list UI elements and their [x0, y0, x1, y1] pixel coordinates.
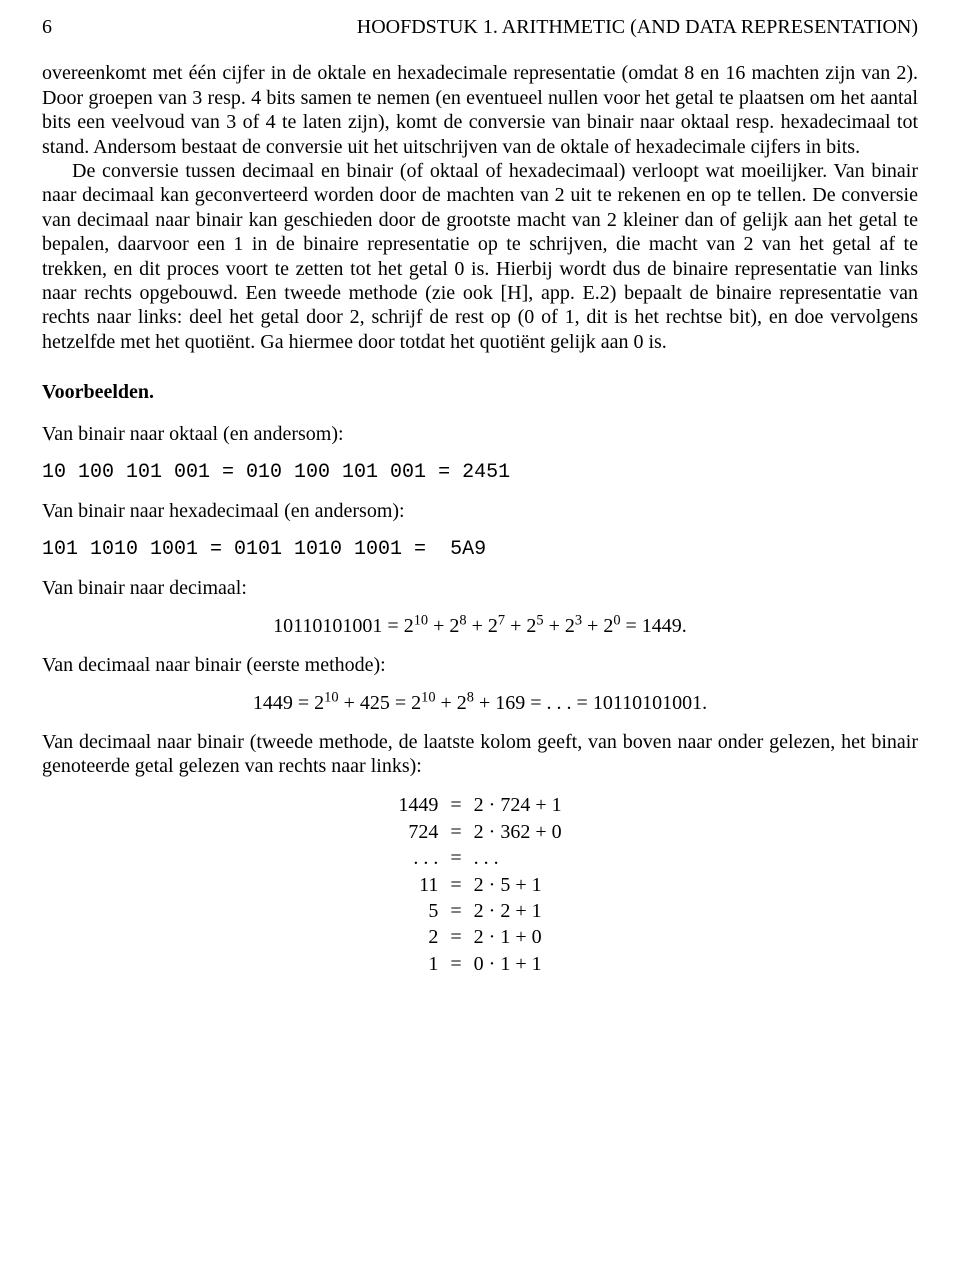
table-row: 11=2 · 5 + 1 — [392, 872, 567, 898]
eqn-lhs: 724 — [392, 819, 444, 845]
label-dec-bin2: Van decimaal naar binair (tweede methode… — [42, 730, 918, 779]
table-row: 2=2 · 1 + 0 — [392, 924, 567, 950]
math-text: + 425 = 2 — [344, 692, 422, 714]
paragraph-2: De conversie tussen decimaal en binair (… — [42, 159, 918, 354]
exp: 10 — [324, 690, 338, 706]
exp: 3 — [575, 613, 582, 629]
equation-table: 1449=2 · 724 + 1 724=2 · 362 + 0 . . .=.… — [392, 792, 567, 977]
eqn-rhs: . . . — [468, 845, 568, 871]
eqn-lhs: 2 — [392, 924, 444, 950]
eqn-lhs: 5 — [392, 898, 444, 924]
math-bin-dec: 10110101001 = 210 + 28 + 27 + 25 + 23 + … — [42, 614, 918, 638]
eqn-eq: = — [444, 872, 467, 898]
eqn-rhs: 2 · 1 + 0 — [468, 924, 568, 950]
exp: 8 — [459, 613, 466, 629]
exp: 0 — [613, 613, 620, 629]
exp: 8 — [467, 690, 474, 706]
section-voorbeelden: Voorbeelden. — [42, 380, 918, 404]
table-row: 1=0 · 1 + 1 — [392, 951, 567, 977]
eqn-rhs: 2 · 5 + 1 — [468, 872, 568, 898]
page-header: 6 HOOFDSTUK 1. ARITHMETIC (AND DATA REPR… — [42, 15, 918, 39]
table-row: . . .=. . . — [392, 845, 567, 871]
math-text: + 2 — [433, 615, 459, 637]
table-row: 724=2 · 362 + 0 — [392, 819, 567, 845]
eqn-eq: = — [444, 792, 467, 818]
code-bin-oct: 10 100 101 001 = 010 100 101 001 = 2451 — [42, 461, 918, 485]
math-text: 10110101001 = 2 — [273, 615, 414, 637]
exp: 5 — [536, 613, 543, 629]
table-row: 5=2 · 2 + 1 — [392, 898, 567, 924]
eqn-rhs: 0 · 1 + 1 — [468, 951, 568, 977]
eqn-rhs: 2 · 2 + 1 — [468, 898, 568, 924]
exp: 10 — [414, 613, 428, 629]
eqn-rhs: 2 · 724 + 1 — [468, 792, 568, 818]
math-text: + 2 — [587, 615, 613, 637]
math-dec-bin1: 1449 = 210 + 425 = 210 + 28 + 169 = . . … — [42, 691, 918, 715]
math-text: 1449 = 2 — [253, 692, 324, 714]
eqn-rhs: 2 · 362 + 0 — [468, 819, 568, 845]
exp: 10 — [421, 690, 435, 706]
page-number: 6 — [42, 15, 52, 39]
label-bin-dec: Van binair naar decimaal: — [42, 576, 918, 600]
eqn-lhs: 1 — [392, 951, 444, 977]
exp: 7 — [498, 613, 505, 629]
paragraph-1: overeenkomt met één cijfer in de oktale … — [42, 61, 918, 159]
eqn-lhs: 1449 — [392, 792, 444, 818]
label-dec-bin1: Van decimaal naar binair (eerste methode… — [42, 653, 918, 677]
label-bin-hex: Van binair naar hexadecimaal (en anderso… — [42, 499, 918, 523]
eqn-eq: = — [444, 924, 467, 950]
table-row: 1449=2 · 724 + 1 — [392, 792, 567, 818]
math-text: + 2 — [441, 692, 467, 714]
math-text: + 2 — [472, 615, 498, 637]
math-text: + 169 = . . . = 10110101001. — [479, 692, 707, 714]
eqn-lhs: . . . — [392, 845, 444, 871]
eqn-lhs: 11 — [392, 872, 444, 898]
math-text: = 1449. — [626, 615, 687, 637]
code-bin-hex: 101 1010 1001 = 0101 1010 1001 = 5A9 — [42, 538, 918, 562]
eqn-eq: = — [444, 845, 467, 871]
label-bin-oct: Van binair naar oktaal (en andersom): — [42, 422, 918, 446]
eqn-eq: = — [444, 819, 467, 845]
chapter-title: HOOFDSTUK 1. ARITHMETIC (AND DATA REPRES… — [357, 15, 918, 39]
eqn-eq: = — [444, 898, 467, 924]
eqn-eq: = — [444, 951, 467, 977]
math-text: + 2 — [510, 615, 536, 637]
math-text: + 2 — [549, 615, 575, 637]
